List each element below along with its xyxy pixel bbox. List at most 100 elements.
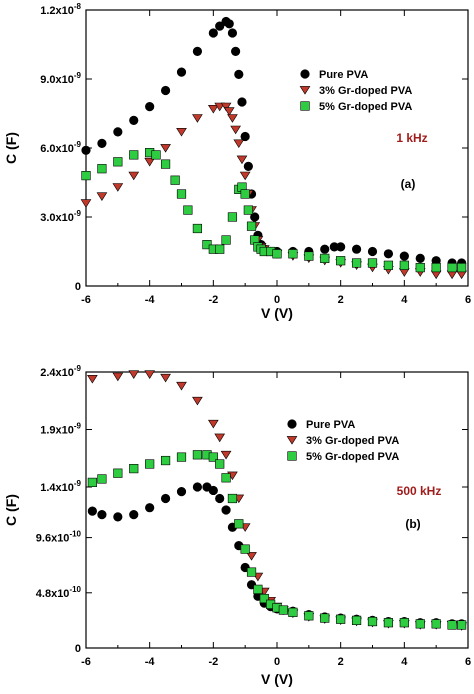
legend-marker <box>300 101 310 111</box>
legend-label: Pure PVA <box>306 419 355 431</box>
data-point <box>129 115 139 125</box>
data-point <box>383 260 394 270</box>
data-point <box>215 493 225 504</box>
data-point <box>192 450 203 460</box>
data-point <box>243 205 253 215</box>
data-point <box>288 607 298 617</box>
legend-marker <box>287 451 297 461</box>
x-tick-label: -4 <box>145 294 156 306</box>
data-point <box>230 125 241 135</box>
data-point <box>457 262 467 273</box>
data-point <box>176 487 187 497</box>
legend-label: 5% Gr-doped PVA <box>319 101 412 113</box>
x-tick-label: 6 <box>465 294 471 306</box>
data-point <box>457 620 467 630</box>
series-5pct-gr-doped-pva <box>87 450 467 630</box>
data-point <box>367 258 378 268</box>
data-point <box>97 138 107 148</box>
data-point <box>160 144 171 153</box>
plot-frame <box>85 9 469 287</box>
data-point <box>246 567 257 577</box>
y-tick-label: 0 <box>75 643 81 655</box>
data-point <box>447 620 457 630</box>
data-point <box>431 619 441 629</box>
data-point <box>236 155 248 165</box>
x-tick-label: 2 <box>338 656 344 668</box>
data-point <box>336 242 346 252</box>
data-point <box>399 260 409 270</box>
data-point <box>415 253 425 263</box>
data-point <box>259 593 269 604</box>
data-point <box>129 463 139 474</box>
data-point <box>160 159 171 169</box>
data-point <box>221 235 231 245</box>
data-point <box>272 249 282 259</box>
legend-marker <box>286 436 298 445</box>
legend-label: 3% Gr-doped PVA <box>319 85 412 97</box>
y-tick-label: 1.4x10-9 <box>40 479 81 494</box>
data-point <box>176 381 187 391</box>
y-tick-label: 9.0x10-9 <box>40 71 81 86</box>
data-point <box>192 223 203 234</box>
data-point <box>176 452 187 462</box>
data-point <box>240 131 250 142</box>
data-point <box>208 28 218 38</box>
data-point <box>96 192 108 201</box>
data-point <box>97 509 107 520</box>
data-point <box>240 189 250 199</box>
data-point <box>214 102 226 112</box>
data-point <box>221 473 231 483</box>
x-tick-label: 0 <box>274 656 280 668</box>
legend: Pure PVA 3% Gr-doped PVA 5% Gr-doped PVA <box>299 69 412 113</box>
data-point <box>129 509 139 520</box>
data-point <box>128 370 140 379</box>
data-point <box>447 262 457 273</box>
series-5pct-gr-doped-pva <box>81 148 467 273</box>
data-point <box>215 459 225 469</box>
data-point <box>246 221 257 231</box>
data-point <box>160 493 171 504</box>
panel-label: (a) <box>401 177 416 191</box>
data-point <box>320 253 330 264</box>
y-axis-label: C (F) <box>3 494 19 526</box>
data-point <box>176 189 187 199</box>
data-point <box>192 114 203 123</box>
data-point <box>253 584 263 594</box>
data-point <box>80 199 92 208</box>
legend-label: 5% Gr-doped PVA <box>306 451 399 463</box>
data-point <box>415 619 425 629</box>
data-point <box>112 183 124 192</box>
data-point <box>320 613 330 623</box>
x-tick-label: 0 <box>274 294 280 306</box>
data-point <box>351 615 362 625</box>
data-point <box>176 128 187 137</box>
legend: Pure PVA 3% Gr-doped PVA 5% Gr-doped PVA <box>286 419 399 463</box>
data-point <box>81 171 91 181</box>
data-point <box>97 164 107 174</box>
data-point <box>112 372 124 382</box>
data-point <box>220 102 232 112</box>
x-tick-label: -6 <box>81 294 91 306</box>
data-point <box>240 544 250 554</box>
data-point <box>192 46 203 57</box>
data-point <box>97 474 107 484</box>
data-point <box>170 175 180 185</box>
x-tick-label: 2 <box>338 294 344 306</box>
data-point <box>144 370 156 379</box>
data-point <box>207 105 219 114</box>
data-point <box>336 614 346 624</box>
data-point <box>250 212 260 222</box>
data-point <box>431 262 441 273</box>
series-3pct-gr-doped-pva <box>87 370 467 631</box>
chart-panel-a: -6 -4 -2 0 2 4 6 0 3.0x10-9 6.0x10-9 9.0x10-9 1.2x1… <box>3 2 471 321</box>
y-tick-label: 6.0x10-9 <box>40 140 81 155</box>
data-point <box>160 455 171 466</box>
legend-marker <box>299 86 311 95</box>
data-point <box>233 139 245 149</box>
x-axis-label: V (V) <box>261 305 293 321</box>
data-point <box>227 28 238 38</box>
data-point <box>145 459 155 469</box>
data-point <box>231 46 241 57</box>
x-tick-label: -4 <box>145 656 156 668</box>
